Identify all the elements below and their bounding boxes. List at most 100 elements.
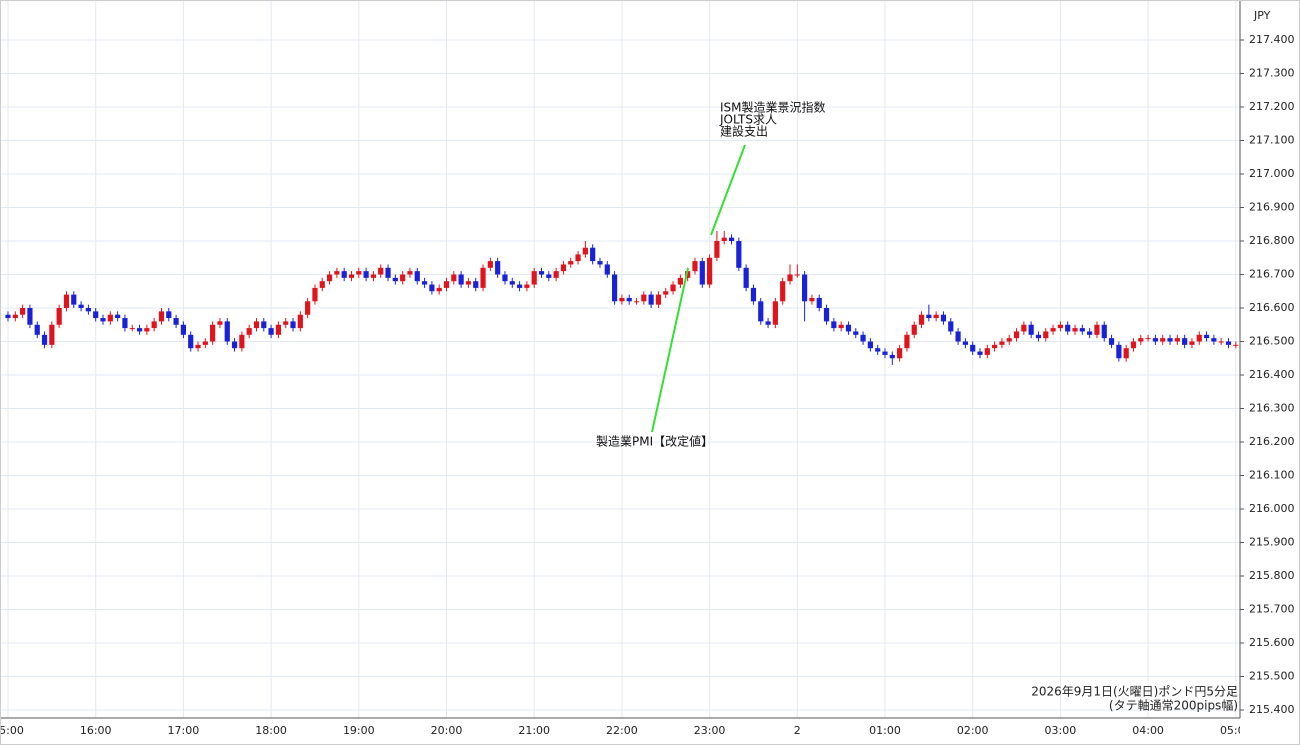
candle-body: [5, 314, 11, 319]
candle-body: [122, 318, 128, 329]
candle-body: [202, 341, 208, 345]
candle-body: [1233, 344, 1239, 346]
x-tick-label: 18:00: [255, 724, 287, 737]
candle-body: [400, 274, 406, 282]
candle-body: [458, 274, 464, 285]
candle-body: [1174, 338, 1180, 342]
candle-body: [334, 271, 340, 275]
candle-body: [305, 301, 311, 315]
candle-body: [144, 328, 150, 332]
candle-body: [648, 294, 654, 305]
y-tick-label: 216.000: [1249, 502, 1295, 515]
y-tick-label: 216.300: [1249, 402, 1295, 415]
candle-body: [319, 281, 325, 288]
candle-body: [538, 271, 545, 275]
candle-body: [568, 261, 574, 265]
candle-body: [1013, 331, 1020, 339]
y-tick-label: 216.700: [1249, 268, 1295, 281]
candle-body: [275, 324, 282, 335]
candle-body: [1035, 334, 1042, 339]
candle-body: [509, 281, 515, 285]
candle-body: [853, 331, 859, 335]
x-tick-label: 20:00: [431, 724, 463, 737]
candle-body: [707, 257, 713, 285]
candle-body: [780, 281, 786, 302]
candle-body: [626, 297, 632, 302]
x-tick-label: 17:00: [168, 724, 200, 737]
candle-body: [115, 314, 121, 319]
y-tick-label: 215.800: [1249, 569, 1295, 582]
candle-body: [1101, 324, 1107, 339]
candle-body: [414, 271, 420, 282]
candle-body: [1108, 338, 1115, 345]
candle-body: [180, 324, 186, 335]
candle-body: [326, 274, 333, 282]
candle-body: [582, 247, 588, 255]
x-tick-label: 03:00: [1045, 724, 1077, 737]
candle-body: [188, 334, 194, 349]
candle-body: [1196, 334, 1202, 342]
annotation-text: 建設支出: [720, 124, 768, 139]
chart-note: (タテ軸通常200pips幅): [1109, 698, 1238, 713]
candle-body: [677, 277, 683, 285]
candle-body: [1094, 324, 1100, 335]
candle-body: [297, 314, 303, 329]
candle-body: [1116, 344, 1122, 359]
candle-body: [1152, 338, 1159, 342]
candle-body: [1043, 331, 1049, 339]
candle-body: [670, 284, 676, 292]
candle-body: [1072, 328, 1078, 332]
candle-body: [158, 311, 165, 322]
candle-body: [246, 328, 252, 335]
candle-body: [268, 328, 274, 335]
candle-body: [604, 264, 610, 275]
annotation-text: 製造業PMI【改定値】: [596, 434, 713, 449]
candle-body: [487, 261, 493, 268]
candle-body: [473, 281, 479, 288]
y-axis: 215.400 215.500 215.600 215.700 215.800 215.9…: [1240, 33, 1295, 716]
candle-body: [1225, 341, 1232, 345]
candle-body: [743, 267, 749, 288]
candle-body: [816, 297, 822, 308]
candle-body: [1138, 338, 1144, 342]
candle-body: [904, 334, 910, 349]
candle-body: [728, 237, 735, 241]
x-tick-label: 15:00: [0, 724, 24, 737]
candle-body: [889, 354, 895, 359]
candle-body: [845, 324, 852, 332]
candle-body: [611, 274, 618, 302]
candle-body: [1160, 338, 1166, 342]
candle-body: [27, 308, 33, 325]
candle-body: [933, 314, 939, 319]
candle-body: [918, 314, 925, 325]
candle-body: [948, 321, 954, 332]
annotation-text: ISM製造業景況指数: [720, 100, 826, 115]
candle-body: [129, 328, 135, 330]
candle-body: [992, 344, 998, 349]
candle-body: [663, 291, 669, 295]
candle-body: [451, 274, 457, 282]
y-tick-label: 217.400: [1249, 33, 1295, 46]
y-tick-label: 216.600: [1249, 301, 1295, 314]
candle-body: [480, 267, 486, 288]
candle-body: [867, 341, 873, 349]
candle-body: [699, 261, 705, 285]
candle-body: [407, 271, 413, 275]
candle-body: [166, 311, 172, 319]
x-tick-label: 21:00: [518, 724, 550, 737]
candle-body: [787, 274, 793, 282]
candle-body: [502, 274, 508, 282]
candle-body: [1211, 338, 1217, 342]
candle-body: [85, 308, 91, 312]
candle-body: [553, 271, 559, 278]
candle-body: [838, 324, 844, 329]
candle-body: [231, 341, 238, 349]
candle-body: [531, 271, 537, 285]
candle-body: [356, 271, 362, 275]
candle-body: [436, 287, 442, 292]
chart-note: 2026年9月1日(火曜日)ポンド円5分足: [1031, 685, 1238, 699]
candle-body: [1065, 324, 1071, 332]
candle-body: [224, 321, 230, 342]
